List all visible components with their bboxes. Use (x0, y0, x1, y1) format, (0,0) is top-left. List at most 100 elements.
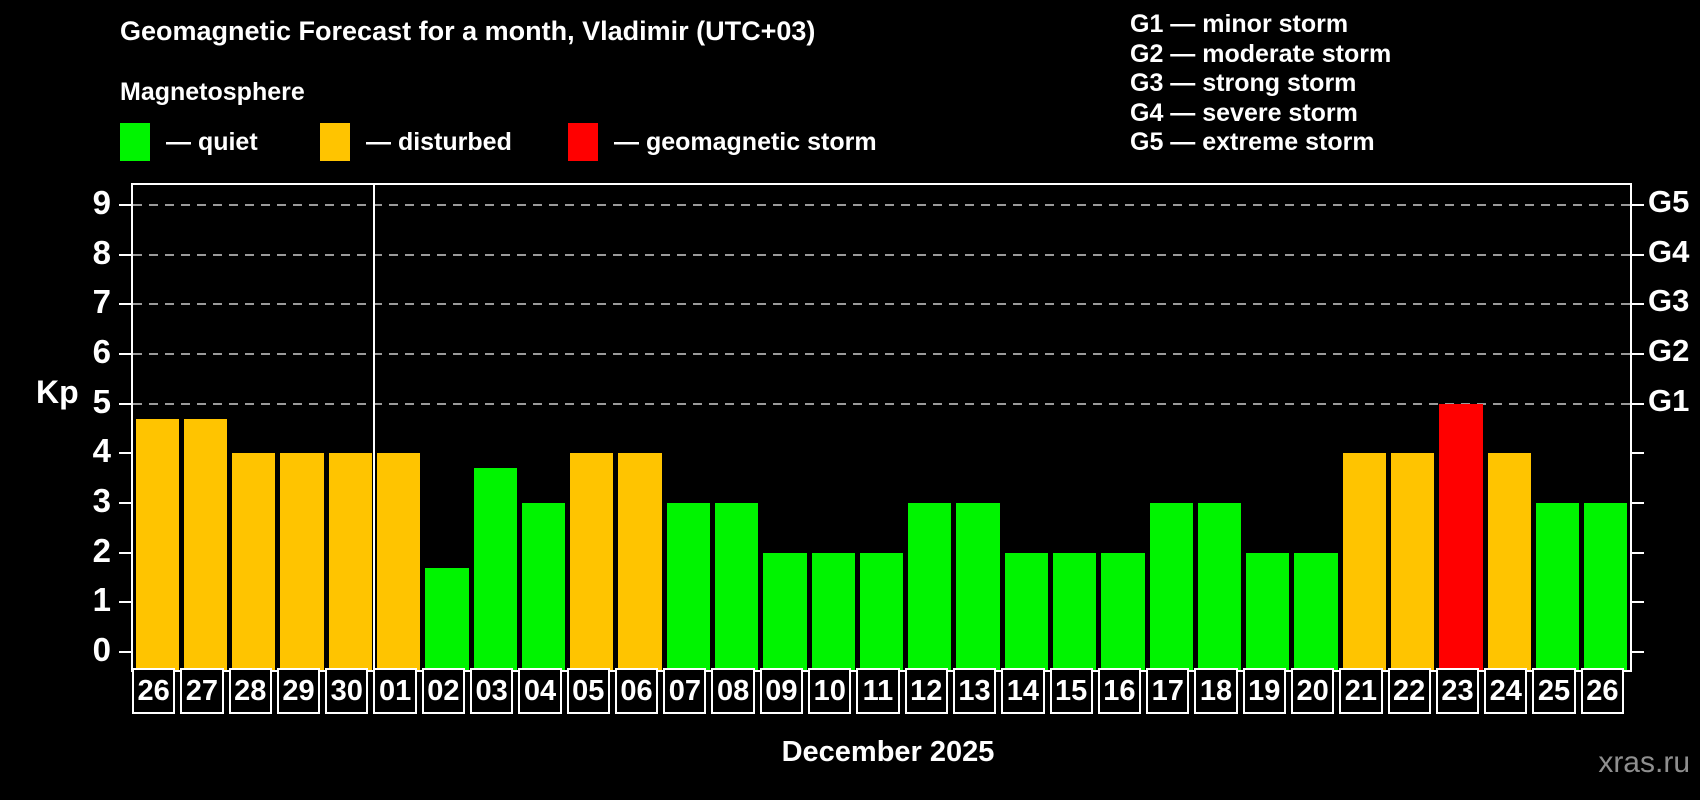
kp-bar-07 (666, 503, 710, 670)
kp-bar-14 (1004, 552, 1048, 670)
date-box-24: 24 (1484, 668, 1528, 714)
kp-bar-17 (1149, 503, 1193, 670)
kp-bar-20 (1294, 552, 1338, 670)
kp-bar-24 (1487, 453, 1531, 670)
kp-bar-06 (618, 453, 662, 670)
gridline-kp9 (133, 203, 1630, 206)
y-tick-left-3 (119, 502, 131, 505)
y-tick-right-0 (1632, 651, 1644, 654)
y-tick-right-1 (1632, 601, 1644, 604)
watermark: xras.ru (1598, 746, 1690, 779)
date-box-01: 01 (373, 668, 417, 714)
kp-bar-19 (1246, 552, 1290, 670)
gridline-kp7 (133, 303, 1630, 306)
g-scale-legend: G1 — minor storm G2 — moderate storm G3 — … (1130, 10, 1391, 158)
legend-item-disturbed: — disturbed (320, 120, 512, 164)
date-box-12: 12 (904, 668, 948, 714)
y-tick-label-3: 3 (92, 482, 111, 520)
g-legend-line-5: G5 — extreme storm (1130, 128, 1375, 156)
date-box-30: 30 (325, 668, 369, 714)
g-legend-line-1: G1 — minor storm (1130, 10, 1349, 38)
g-legend-line-3: G3 — strong storm (1130, 69, 1357, 97)
gridline-kp8 (133, 253, 1630, 256)
x-axis-title: December 2025 (781, 736, 995, 768)
y-tick-right-9 (1632, 203, 1644, 206)
kp-bar-04 (521, 503, 566, 670)
kp-bar-26 (1584, 503, 1628, 670)
y-tick-left-9 (119, 203, 131, 206)
kp-bar-22 (1391, 453, 1435, 670)
date-box-28: 28 (228, 668, 272, 714)
y-tick-left-5 (119, 402, 131, 405)
kp-bar-30 (328, 453, 372, 670)
date-box-08: 08 (711, 668, 755, 714)
date-box-25: 25 (1532, 668, 1576, 714)
kp-bar-10 (811, 552, 855, 670)
y-tick-right-8 (1632, 253, 1644, 256)
date-box-13: 13 (952, 668, 997, 714)
y-tick-label-9: 9 (92, 183, 111, 221)
y-tick-right-5 (1632, 402, 1644, 405)
date-box-23: 23 (1435, 668, 1480, 714)
y-tick-left-1 (119, 601, 131, 604)
kp-bar-18 (1197, 503, 1242, 670)
chart-subtitle: Magnetosphere (120, 78, 305, 106)
g-axis-label-G1: G1 (1648, 382, 1690, 418)
date-box-21: 21 (1339, 668, 1383, 714)
x-axis-date-row: 26 27 28 29 30 01 02 03 04 05 06 07 08 09 10 11 12 13 14 15… (131, 668, 1628, 718)
y-tick-label-7: 7 (92, 283, 111, 321)
y-tick-left-8 (119, 253, 131, 256)
legend-swatch-quiet-icon (120, 123, 150, 161)
kp-bar-27 (183, 418, 228, 670)
y-tick-left-6 (119, 352, 131, 355)
y-tick-left-7 (119, 303, 131, 306)
g-axis-label-G2: G2 (1648, 332, 1690, 368)
gridline-kp6 (133, 352, 1630, 355)
magnetosphere-legend: — quiet — disturbed — geomagnetic storm (0, 120, 1100, 164)
legend-label: — quiet (166, 127, 258, 156)
legend-label: — disturbed (366, 127, 512, 156)
y-tick-left-4 (119, 452, 131, 455)
date-box-04: 04 (518, 668, 562, 714)
date-box-02: 02 (421, 668, 466, 714)
date-box-20: 20 (1290, 668, 1335, 714)
g-axis-label-G5: G5 (1648, 183, 1690, 219)
date-box-26: 26 (1580, 668, 1624, 714)
y-tick-left-0 (119, 651, 131, 654)
kp-bar-11 (859, 552, 904, 670)
g-legend-line-2: G2 — moderate storm (1130, 39, 1392, 68)
y-tick-label-2: 2 (92, 531, 111, 569)
date-box-06: 06 (614, 668, 659, 714)
y-tick-label-5: 5 (92, 382, 111, 420)
date-box-29: 29 (276, 668, 321, 714)
g-axis-label-G4: G4 (1648, 233, 1690, 269)
kp-bar-09 (763, 552, 807, 670)
date-box-11: 11 (856, 668, 900, 714)
kp-bar-23 (1439, 403, 1483, 670)
month-separator-line (373, 185, 376, 670)
y-tick-right-7 (1632, 303, 1644, 306)
date-box-10: 10 (808, 668, 852, 714)
kp-bar-26 (135, 418, 179, 670)
kp-bar-29 (280, 453, 324, 670)
date-box-14: 14 (1001, 668, 1045, 714)
date-box-17: 17 (1146, 668, 1190, 714)
date-box-05: 05 (566, 668, 610, 714)
date-box-19: 19 (1242, 668, 1286, 714)
y-tick-label-4: 4 (92, 432, 111, 470)
chart-title: Geomagnetic Forecast for a month, Vladim… (120, 16, 816, 46)
kp-bar-25 (1535, 503, 1580, 670)
plot-area: 0 1 2 3 4 5 6 7 8 9 G1 G2 G3 G4 G5 (93, 183, 1689, 672)
legend-swatch-disturbed-icon (320, 123, 350, 161)
gridline-kp5 (133, 402, 1630, 405)
date-box-26: 26 (132, 668, 176, 714)
date-box-03: 03 (470, 668, 514, 714)
legend-label: — geomagnetic storm (614, 127, 877, 156)
y-axis-label: Kp (36, 374, 79, 410)
kp-bar-01 (376, 453, 421, 670)
legend-swatch-storm-icon (568, 123, 598, 161)
kp-bar-05 (570, 453, 614, 670)
legend-item-storm: — geomagnetic storm (568, 120, 877, 164)
g-axis-label-G3: G3 (1648, 283, 1690, 319)
y-tick-right-6 (1632, 352, 1644, 355)
